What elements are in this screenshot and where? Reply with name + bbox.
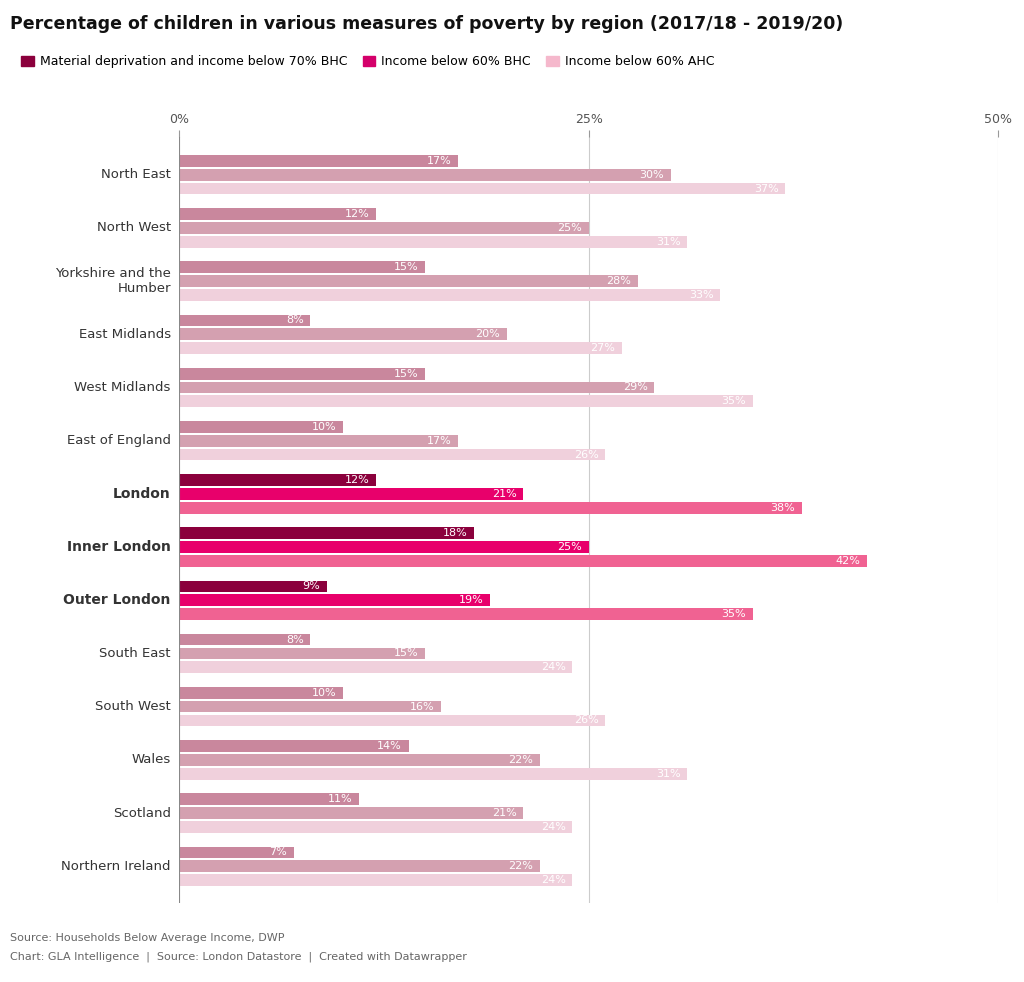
Bar <box>179 754 540 766</box>
Bar <box>179 328 507 340</box>
Bar <box>179 222 589 234</box>
Text: 9%: 9% <box>302 581 321 591</box>
Text: 42%: 42% <box>836 556 861 566</box>
Bar <box>179 421 343 433</box>
Text: Chart: GLA Intelligence  |  Source: London Datastore  |  Created with Datawrappe: Chart: GLA Intelligence | Source: London… <box>10 952 467 962</box>
Bar <box>179 821 572 833</box>
Bar <box>179 236 687 247</box>
Bar <box>179 594 490 606</box>
Text: 24%: 24% <box>541 662 566 673</box>
Bar <box>179 860 540 872</box>
Text: 8%: 8% <box>286 315 304 325</box>
Text: 7%: 7% <box>269 847 288 857</box>
Bar <box>179 647 425 659</box>
Text: 21%: 21% <box>492 489 517 499</box>
Text: 16%: 16% <box>411 701 435 712</box>
Text: 10%: 10% <box>312 687 337 698</box>
Bar <box>179 183 785 194</box>
Legend: Material deprivation and income below 70% BHC, Income below 60% BHC, Income belo: Material deprivation and income below 70… <box>16 50 720 74</box>
Bar <box>179 793 359 805</box>
Bar <box>179 807 523 819</box>
Text: 24%: 24% <box>541 822 566 832</box>
Text: 18%: 18% <box>442 528 468 538</box>
Text: 25%: 25% <box>557 542 583 552</box>
Bar <box>179 846 294 858</box>
Bar <box>179 343 622 354</box>
Bar <box>179 208 376 220</box>
Bar <box>179 580 327 592</box>
Text: 29%: 29% <box>623 382 648 393</box>
Bar <box>179 715 605 727</box>
Text: 17%: 17% <box>426 436 452 446</box>
Bar <box>179 368 425 379</box>
Text: 25%: 25% <box>557 223 583 233</box>
Text: 15%: 15% <box>394 648 419 659</box>
Bar <box>179 275 638 287</box>
Text: 38%: 38% <box>770 503 796 513</box>
Text: 8%: 8% <box>286 634 304 644</box>
Bar <box>179 155 458 167</box>
Text: 37%: 37% <box>754 184 779 193</box>
Bar <box>179 701 441 713</box>
Text: 35%: 35% <box>722 609 746 619</box>
Bar <box>179 874 572 886</box>
Bar <box>179 474 376 486</box>
Text: 26%: 26% <box>573 450 599 460</box>
Text: 31%: 31% <box>656 237 681 246</box>
Bar <box>179 435 458 447</box>
Text: 31%: 31% <box>656 769 681 779</box>
Text: Percentage of children in various measures of poverty by region (2017/18 - 2019/: Percentage of children in various measur… <box>10 15 844 32</box>
Text: Source: Households Below Average Income, DWP: Source: Households Below Average Income,… <box>10 933 285 943</box>
Bar <box>179 608 753 620</box>
Bar <box>179 314 310 326</box>
Bar <box>179 662 572 673</box>
Text: 15%: 15% <box>394 368 419 379</box>
Text: 17%: 17% <box>426 156 452 166</box>
Bar <box>179 502 802 514</box>
Text: 14%: 14% <box>377 741 402 751</box>
Text: 12%: 12% <box>344 475 370 485</box>
Bar <box>179 289 720 300</box>
Text: 22%: 22% <box>508 755 534 765</box>
Text: 21%: 21% <box>492 808 517 818</box>
Bar <box>179 261 425 273</box>
Bar <box>179 527 474 539</box>
Text: 11%: 11% <box>329 794 353 804</box>
Text: 22%: 22% <box>508 861 534 871</box>
Text: 35%: 35% <box>722 397 746 407</box>
Bar <box>179 768 687 780</box>
Text: 15%: 15% <box>394 262 419 272</box>
Text: 24%: 24% <box>541 875 566 885</box>
Bar <box>179 169 671 181</box>
Bar <box>179 449 605 461</box>
Text: 30%: 30% <box>640 170 665 180</box>
Text: 33%: 33% <box>689 290 714 300</box>
Bar <box>179 382 654 394</box>
Bar <box>179 633 310 645</box>
Text: 12%: 12% <box>344 209 370 219</box>
Text: 20%: 20% <box>475 329 501 340</box>
Text: 19%: 19% <box>459 595 484 605</box>
Bar <box>179 687 343 698</box>
Bar <box>179 555 867 567</box>
Text: 10%: 10% <box>312 422 337 432</box>
Text: 28%: 28% <box>606 276 632 286</box>
Text: 27%: 27% <box>590 343 615 354</box>
Bar <box>179 740 409 752</box>
Bar <box>179 541 589 553</box>
Text: 26%: 26% <box>573 716 599 726</box>
Bar <box>179 488 523 500</box>
Bar <box>179 396 753 408</box>
